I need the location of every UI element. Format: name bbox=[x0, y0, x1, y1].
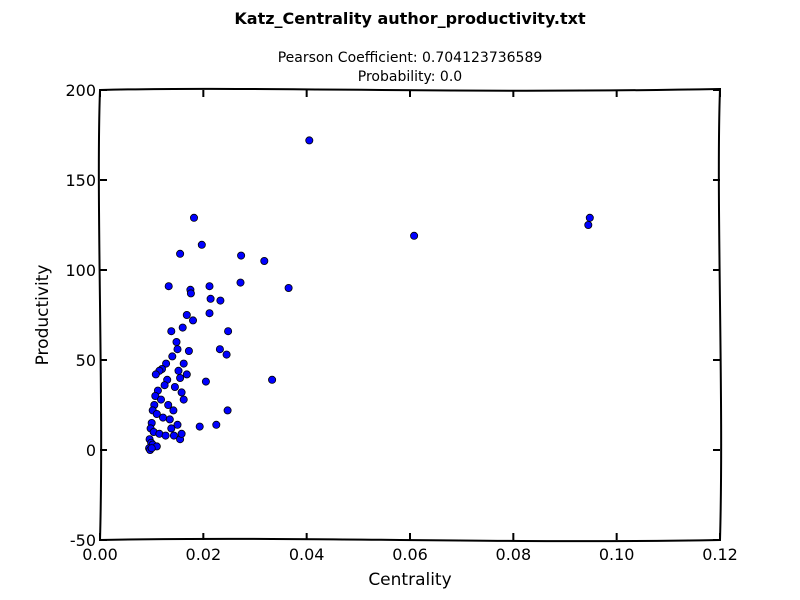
data-point bbox=[260, 256, 269, 265]
data-point bbox=[179, 395, 188, 404]
data-point bbox=[162, 359, 171, 368]
data-point bbox=[305, 136, 314, 145]
data-point bbox=[410, 231, 419, 240]
y-tick-label: 150 bbox=[65, 171, 96, 190]
data-point bbox=[236, 278, 245, 287]
data-point bbox=[177, 388, 186, 397]
data-point bbox=[584, 220, 593, 229]
data-point bbox=[176, 373, 185, 382]
x-tick-label: 0.06 bbox=[392, 545, 428, 564]
data-point bbox=[585, 213, 594, 222]
data-point bbox=[151, 370, 160, 379]
data-point bbox=[205, 282, 214, 291]
data-point bbox=[173, 420, 182, 429]
data-point bbox=[152, 409, 161, 418]
data-point bbox=[189, 213, 198, 222]
data-point bbox=[179, 359, 188, 368]
data-point bbox=[268, 375, 277, 384]
x-tick-label: 0.00 bbox=[82, 545, 118, 564]
data-point bbox=[161, 431, 170, 440]
data-point bbox=[206, 294, 215, 303]
x-tick-label: 0.12 bbox=[702, 545, 738, 564]
data-point bbox=[165, 415, 174, 424]
data-point bbox=[167, 424, 176, 433]
data-point bbox=[284, 283, 293, 292]
y-tick-label: 50 bbox=[76, 351, 96, 370]
data-point bbox=[176, 249, 185, 258]
data-point bbox=[182, 370, 191, 379]
data-point bbox=[168, 352, 177, 361]
y-tick-label: -50 bbox=[70, 531, 96, 550]
data-point bbox=[172, 337, 181, 346]
data-point bbox=[156, 395, 165, 404]
x-tick-label: 0.02 bbox=[186, 545, 222, 564]
data-point bbox=[174, 366, 183, 375]
data-point bbox=[195, 422, 204, 431]
data-point bbox=[182, 310, 191, 319]
data-point bbox=[169, 431, 178, 440]
data-point bbox=[177, 429, 186, 438]
data-point bbox=[147, 444, 156, 453]
data-point bbox=[173, 345, 182, 354]
data-point bbox=[178, 323, 187, 332]
y-tick-label: 200 bbox=[65, 81, 96, 100]
scatter-points bbox=[145, 136, 594, 454]
pearson-coefficient-text: Pearson Coefficient: 0.704123736589 bbox=[278, 50, 543, 66]
data-point bbox=[170, 382, 179, 391]
x-tick-label: 0.04 bbox=[289, 545, 325, 564]
data-point bbox=[215, 345, 224, 354]
data-point bbox=[197, 240, 206, 249]
data-point bbox=[237, 251, 246, 260]
y-tick-label: 100 bbox=[65, 261, 96, 280]
data-point bbox=[164, 282, 173, 291]
axis-ticks bbox=[99, 89, 721, 541]
data-point bbox=[188, 316, 197, 325]
data-point bbox=[205, 309, 214, 318]
data-point bbox=[169, 406, 178, 415]
data-point bbox=[222, 350, 231, 359]
y-axis-label: Productivity bbox=[33, 265, 53, 366]
x-axis-label: Centrality bbox=[368, 570, 451, 590]
plot-frame bbox=[97, 87, 723, 543]
data-point bbox=[164, 400, 173, 409]
x-tick-label: 0.08 bbox=[496, 545, 532, 564]
data-point bbox=[216, 296, 225, 305]
x-tick-label: 0.10 bbox=[599, 545, 635, 564]
axis-tick-labels: 0.00 0.02 0.04 0.06 0.08 0.10 0.12 -50 0 50 100 150… bbox=[65, 81, 737, 564]
data-point bbox=[167, 327, 176, 336]
data-point bbox=[160, 381, 169, 390]
data-point bbox=[151, 391, 160, 400]
data-point bbox=[224, 327, 233, 336]
probability-text: Probability: 0.0 bbox=[358, 69, 462, 85]
data-point bbox=[212, 420, 221, 429]
data-point bbox=[186, 289, 195, 298]
data-point bbox=[158, 413, 167, 422]
data-point bbox=[201, 377, 210, 386]
chart-title: Katz_Centrality author_productivity.txt bbox=[234, 9, 586, 28]
data-point bbox=[223, 406, 232, 415]
data-point bbox=[184, 346, 193, 355]
y-tick-label: 0 bbox=[86, 441, 96, 460]
